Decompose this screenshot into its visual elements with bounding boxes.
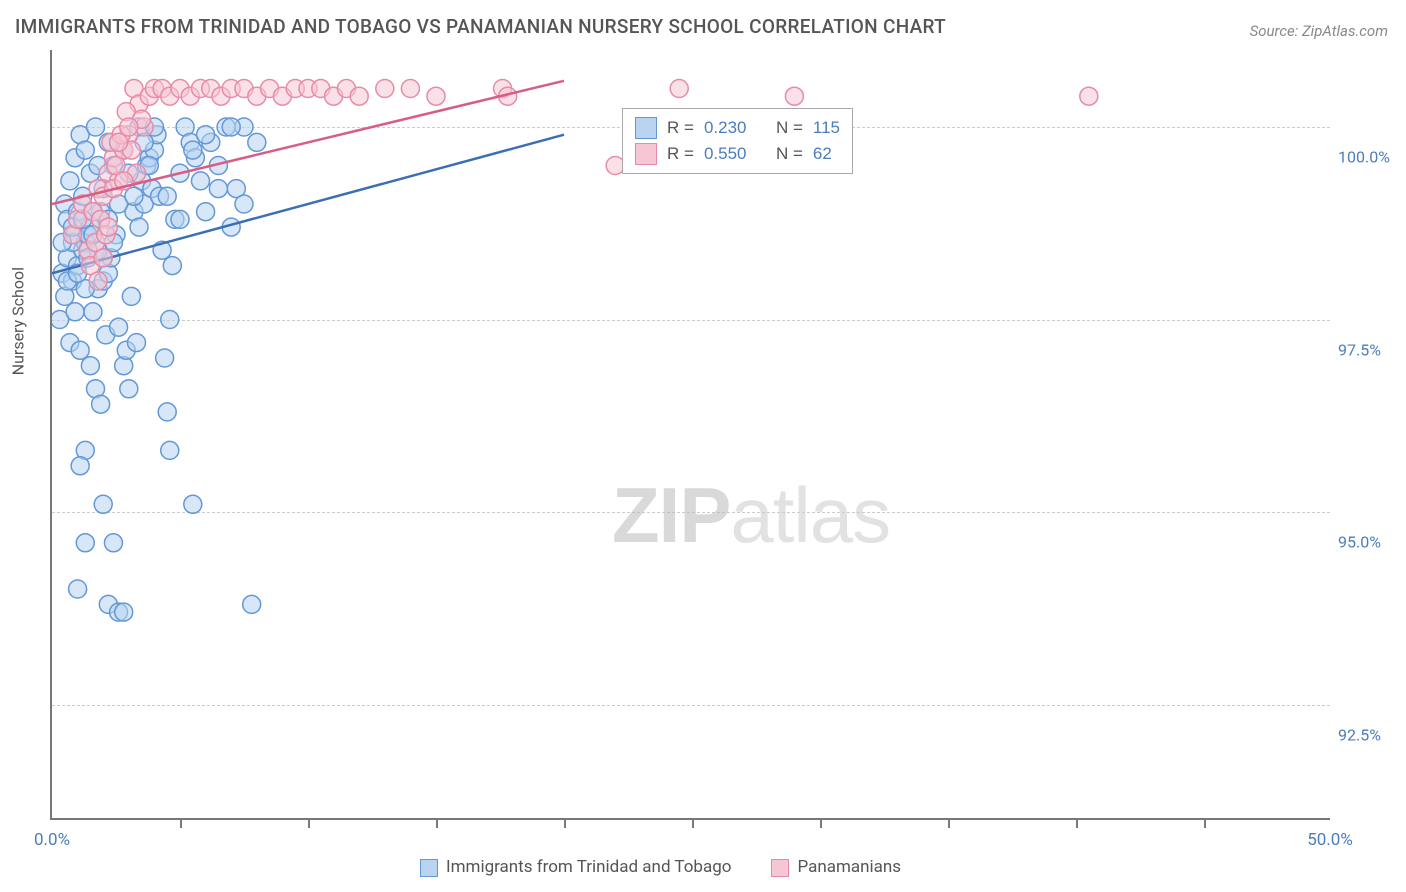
stat-n-trinidad: 115 [813,118,840,138]
data-point [120,118,138,136]
data-point [110,318,128,336]
legend-swatch-icon [771,859,789,877]
data-point [161,441,179,459]
data-point [61,172,79,190]
stat-r-label: R = [667,118,694,138]
legend-swatch-icon [420,859,438,877]
data-point [130,218,148,236]
data-point [161,311,179,329]
data-point [115,603,133,621]
legend-label-trinidad: Immigrants from Trinidad and Tobago [446,857,731,877]
stats-legend: R = 0.230 N = 115 R = 0.550 N = 62 [622,108,853,174]
data-point [94,249,112,267]
legend-item-panamanian: Panamanians [771,857,901,877]
y-axis-label: Nursery School [9,267,28,375]
data-point [184,495,202,513]
y-tick-label: 92.5% [1338,725,1398,744]
data-point [156,349,174,367]
source-label: Source: ZipAtlas.com [1250,22,1388,40]
data-point [76,534,94,552]
legend-item-trinidad: Immigrants from Trinidad and Tobago [420,857,731,877]
data-point [69,580,87,598]
data-point [785,87,803,105]
data-point [350,87,368,105]
stat-r-label: R = [667,144,694,164]
data-point [120,380,138,398]
y-tick-label: 97.5% [1338,340,1398,359]
data-point [87,118,105,136]
data-point [171,210,189,228]
stat-r-panamanian: 0.550 [704,144,747,164]
data-point [94,495,112,513]
data-point [89,272,107,290]
data-point [163,257,181,275]
chart-plot-area: 100.0%97.5%95.0%92.5% 0.0% 50.0% ZIPatla… [50,50,1330,820]
data-point [125,187,143,205]
data-point [110,133,128,151]
data-point [670,80,688,98]
stat-n-label: N = [776,144,803,164]
data-point [71,341,89,359]
data-point [209,180,227,198]
data-point [158,403,176,421]
chart-title: IMMIGRANTS FROM TRINIDAD AND TOBAGO VS P… [15,15,946,38]
stats-row-trinidad: R = 0.230 N = 115 [635,115,840,141]
data-point [1080,87,1098,105]
data-point [184,141,202,159]
data-point [76,141,94,159]
data-point [235,195,253,213]
x-axis-max-label: 50.0% [1307,830,1353,850]
data-point [92,395,110,413]
y-tick-label: 100.0% [1338,148,1398,167]
data-point [84,303,102,321]
data-point [401,80,419,98]
data-point [191,172,209,190]
data-point [158,187,176,205]
legend-swatch-trinidad [635,117,657,139]
stat-n-panamanian: 62 [813,144,832,164]
data-point [197,203,215,221]
data-point [104,534,122,552]
data-point [81,357,99,375]
data-point [122,287,140,305]
data-point [427,87,445,105]
data-point [222,118,240,136]
data-point [376,80,394,98]
y-tick-label: 95.0% [1338,533,1398,552]
stat-r-trinidad: 0.230 [704,118,747,138]
x-axis-min-label: 0.0% [34,830,70,850]
legend-swatch-panamanian [635,143,657,165]
legend-label-panamanian: Panamanians [797,857,901,877]
stat-n-label: N = [776,118,803,138]
data-point [243,595,261,613]
data-point [127,334,145,352]
stats-row-panamanian: R = 0.550 N = 62 [635,141,840,167]
data-point [197,126,215,144]
data-point [248,133,266,151]
legend-bottom: Immigrants from Trinidad and Tobago Pana… [420,857,901,877]
data-point [71,457,89,475]
data-point [66,303,84,321]
data-point [99,218,117,236]
